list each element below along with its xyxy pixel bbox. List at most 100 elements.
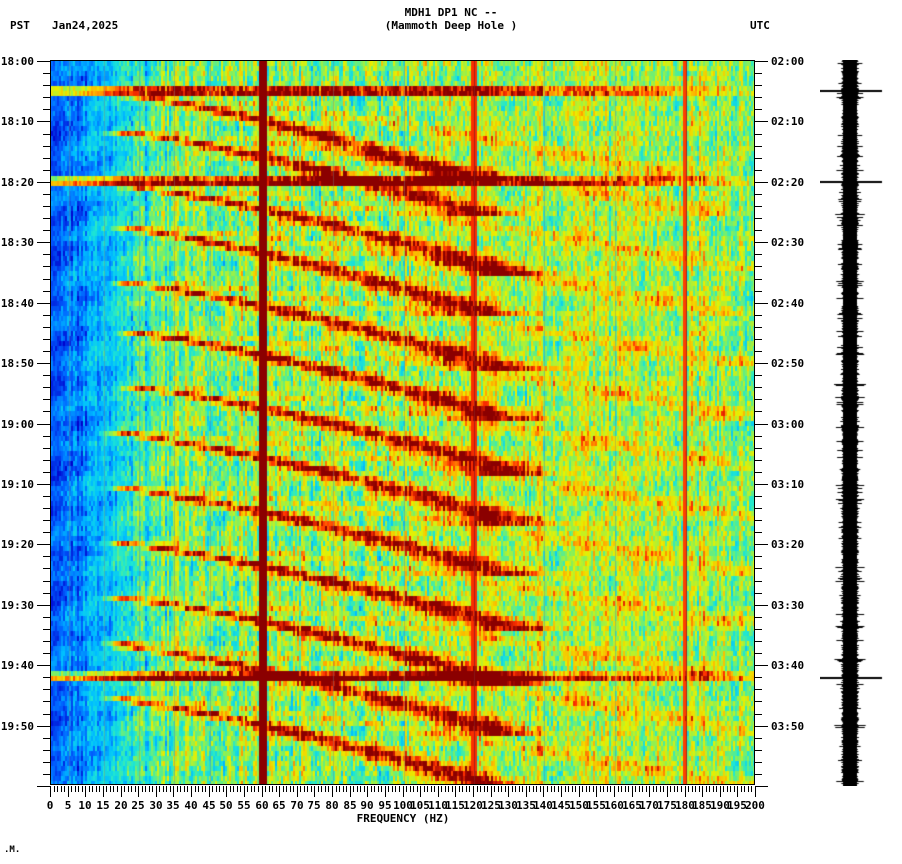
freq-tick-major — [403, 786, 404, 797]
time-tick-major — [37, 182, 50, 183]
time-tick-minor — [43, 254, 50, 255]
freq-tick-minor — [610, 786, 611, 792]
freq-tick-minor — [205, 786, 206, 792]
freq-tick-minor — [75, 786, 76, 792]
freq-label: 130 — [498, 799, 518, 812]
freq-tick-minor — [82, 786, 83, 792]
freq-tick-minor — [198, 786, 199, 792]
time-tick-minor — [755, 520, 762, 521]
time-tick-major — [37, 424, 50, 425]
freq-tick-minor — [459, 786, 460, 792]
freq-tick-minor — [480, 786, 481, 792]
time-tick-minor — [755, 399, 762, 400]
freq-tick-minor — [223, 786, 224, 792]
freq-tick-major — [85, 786, 86, 797]
seismogram-trace-panel — [820, 60, 892, 786]
freq-tick-major — [561, 786, 562, 797]
time-tick-major — [755, 424, 768, 425]
time-label-utc: 02:00 — [771, 55, 805, 68]
freq-tick-minor — [642, 786, 643, 792]
freq-label: 15 — [96, 799, 110, 812]
time-label-pst: 18:40 — [0, 297, 34, 310]
time-label-pst: 19:40 — [0, 659, 34, 672]
record-date-label: Jan24,2025 — [52, 19, 119, 32]
freq-tick-minor — [734, 786, 735, 792]
freq-tick-minor — [677, 786, 678, 792]
freq-tick-minor — [346, 786, 347, 792]
time-tick-minor — [755, 448, 762, 449]
freq-tick-major — [279, 786, 280, 797]
freq-tick-minor — [413, 786, 414, 792]
freq-tick-minor — [741, 786, 742, 792]
freq-label: 10 — [78, 799, 92, 812]
spectrogram-canvas — [51, 61, 754, 784]
time-tick-minor — [755, 472, 762, 473]
time-tick-major — [755, 182, 768, 183]
freq-tick-minor — [505, 786, 506, 792]
freq-tick-major — [332, 786, 333, 797]
spectrogram-plot[interactable] — [50, 60, 755, 785]
time-tick-minor — [755, 629, 762, 630]
time-tick-minor — [755, 97, 762, 98]
freq-tick-minor — [477, 786, 478, 792]
time-tick-minor — [43, 617, 50, 618]
freq-tick-major — [702, 786, 703, 797]
time-tick-major — [37, 242, 50, 243]
freq-label: 80 — [325, 799, 339, 812]
freq-tick-minor — [607, 786, 608, 792]
time-tick-minor — [755, 194, 762, 195]
freq-tick-minor — [441, 786, 442, 792]
freq-tick-minor — [744, 786, 745, 792]
freq-tick-minor — [113, 786, 114, 792]
freq-tick-minor — [540, 786, 541, 792]
freq-tick-minor — [307, 786, 308, 792]
time-tick-major — [755, 665, 768, 666]
freq-tick-minor — [727, 786, 728, 792]
freq-tick-minor — [512, 786, 513, 792]
freq-tick-minor — [688, 786, 689, 792]
freq-tick-minor — [184, 786, 185, 792]
freq-label: 145 — [551, 799, 571, 812]
freq-tick-minor — [99, 786, 100, 792]
time-tick-major — [37, 786, 50, 787]
freq-tick-minor — [254, 786, 255, 792]
freq-tick-minor — [311, 786, 312, 792]
freq-tick-minor — [339, 786, 340, 792]
freq-tick-major — [720, 786, 721, 797]
freq-tick-minor — [434, 786, 435, 792]
time-tick-minor — [43, 701, 50, 702]
freq-tick-minor — [713, 786, 714, 792]
freq-tick-minor — [325, 786, 326, 792]
time-tick-minor — [755, 158, 762, 159]
freq-tick-major — [579, 786, 580, 797]
time-tick-minor — [755, 351, 762, 352]
time-tick-minor — [43, 411, 50, 412]
freq-tick-minor — [92, 786, 93, 792]
time-tick-minor — [755, 689, 762, 690]
freq-tick-minor — [395, 786, 396, 792]
freq-tick-minor — [212, 786, 213, 792]
time-axis-utc: 02:00 02:10 02:20 02:30 02:40 02:50 03:00 03:10… — [755, 55, 815, 787]
time-tick-major — [37, 363, 50, 364]
freq-tick-major — [209, 786, 210, 797]
freq-tick-minor — [575, 786, 576, 792]
freq-tick-minor — [748, 786, 749, 792]
freq-tick-major — [737, 786, 738, 797]
time-tick-minor — [755, 339, 762, 340]
freq-tick-minor — [202, 786, 203, 792]
time-tick-minor — [43, 496, 50, 497]
freq-label: 55 — [237, 799, 251, 812]
freq-tick-major — [121, 786, 122, 797]
freq-tick-minor — [494, 786, 495, 792]
time-tick-minor — [755, 714, 762, 715]
time-tick-minor — [43, 436, 50, 437]
freq-label: 115 — [445, 799, 465, 812]
freq-tick-minor — [135, 786, 136, 792]
freq-tick-minor — [466, 786, 467, 792]
time-label-pst: 18:30 — [0, 236, 34, 249]
time-tick-major — [755, 242, 768, 243]
freq-tick-minor — [572, 786, 573, 792]
time-label-utc: 03:00 — [771, 418, 805, 431]
time-tick-major — [755, 121, 768, 122]
time-tick-minor — [43, 532, 50, 533]
